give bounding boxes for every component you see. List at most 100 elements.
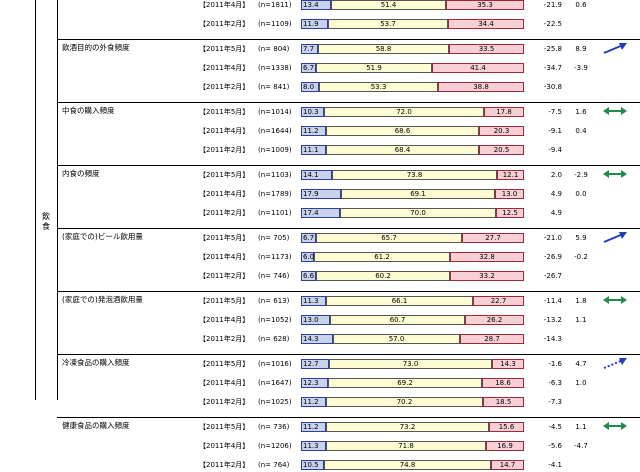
stacked-bar: 11.3 66.1 22.7 [301,296,524,306]
bar-value-label: 18.5 [495,398,512,406]
period-label: 【2011年2月】 [199,398,250,406]
bar-value-label: 10.5 [303,461,319,469]
bar-value-label: 11.2 [303,398,319,406]
stacked-bar: 17.4 70.0 12.5 [301,208,524,218]
chart-row: 【2011年4月】 (n=1206) 11.3 71.8 16.9 -5.6 -4.7 [0,440,640,453]
sample-size-label: (n= 628) [258,335,290,343]
chart-row: 【2011年4月】 (n=1647) 12.3 69.2 18.6 -6.3 1.0 [0,377,640,390]
stacked-bar: 11.2 68.6 20.3 [301,126,524,136]
bar-value-label: 11.2 [303,127,319,135]
bar-value-label: 11.3 [303,297,319,305]
chart-row: 【2011年5月】 (n= 613) 11.3 66.1 22.7 -11.4 1.8 [0,295,640,308]
bar-segment-a [301,378,328,388]
bar-value-label: 16.9 [497,442,513,450]
chart-row: 【2011年4月】 (n=1811) 13.4 51.4 35.3 -21.9 0.6 [0,0,640,12]
bar-value-label: 20.3 [493,127,510,135]
sample-size-label: (n= 705) [258,234,290,242]
stacked-bar: 13.0 60.7 26.2 [301,315,524,325]
bar-value-label: 17.8 [496,108,512,116]
group-column-border [57,0,58,400]
change-value: -3.9 [574,64,588,72]
bar-value-label: 28.7 [484,335,500,343]
sample-size-label: (n= 764) [258,461,290,469]
bar-segment-b [318,44,449,54]
trend-flat-arrow-icon [603,107,627,115]
change-value: -0.2 [574,253,588,261]
bar-segment-b [328,378,482,388]
diff-value: -21.9 [543,1,562,9]
sample-size-label: (n= 746) [258,272,290,280]
period-label: 【2011年4月】 [199,64,250,72]
chart-row: 【2011年5月】 (n=1016) 12.7 73.0 14.3 -1.6 4.7 [0,358,640,371]
stacked-bar: 11.2 70.2 18.5 [301,397,524,407]
period-label: 【2011年5月】 [199,423,250,431]
bar-segment-a [301,208,340,218]
bar-value-label: 60.2 [375,272,391,280]
bar-segment-c [496,208,524,218]
chart-row: 【2011年5月】 (n= 804) 7.7 58.8 33.5 -25.8 8.9 [0,43,640,56]
bar-segment-c [448,19,524,29]
bar-segment-a [301,44,318,54]
chart-row: 【2011年5月】 (n=1014) 10.3 72.0 17.8 -7.5 1.6 [0,106,640,119]
bar-value-label: 68.4 [394,146,411,154]
trend-up-arrow-icon [603,232,627,243]
stacked-bar: 8.0 53.3 38.8 [301,82,524,92]
bar-value-label: 14.7 [499,461,516,469]
diff-value: -25.8 [543,45,562,53]
sample-size-label: (n=1789) [258,190,292,198]
side-label-char: 食 [42,222,50,231]
category-title: (家庭での)ビール飲用量 [62,232,143,241]
category-title: 内食の頻度 [62,169,100,178]
stacked-bar: 11.3 71.8 16.9 [301,441,524,451]
bar-value-label: 12.1 [502,171,519,179]
trend-flat-arrow-icon [603,170,627,178]
bar-segment-b [328,19,448,29]
change-value: -2.9 [574,171,588,179]
bar-value-label: 17.4 [303,209,319,217]
bar-value-label: 27.7 [485,234,501,242]
stacked-bar: 10.3 72.0 17.8 [301,107,524,117]
bar-value-label: 22.7 [490,297,507,305]
bar-segment-a [301,315,330,325]
period-label: 【2011年2月】 [199,83,250,91]
bar-segment-a [301,189,341,199]
chart-row: 【2011年5月】 (n= 705) 6.7 65.7 27.7 -21.0 5.9 [0,232,640,245]
bar-value-label: 70.2 [396,398,413,406]
stacked-bar: 6.0 61.2 32.8 [301,252,524,262]
period-label: 【2011年4月】 [199,316,250,324]
chart-row: 【2011年2月】 (n=1101) 17.4 70.0 12.5 4.9 [0,207,640,220]
bar-segment-a [301,359,329,369]
bar-segment-a [301,126,326,136]
bar-segment-a [301,0,331,10]
sample-size-label: (n=1647) [258,379,292,387]
stacked-bar: 11.1 68.4 20.5 [301,145,524,155]
stacked-bar: 14.1 73.8 12.1 [301,170,524,180]
change-value: 1.1 [575,423,587,431]
diff-value: -14.3 [543,335,562,343]
bar-segment-c [473,296,524,306]
bar-segment-c [432,63,524,73]
stacked-bar: 6.7 65.7 27.7 [301,233,524,243]
group-divider [57,354,640,355]
period-label: 【2011年4月】 [199,253,250,261]
bar-value-label: 69.1 [410,190,426,198]
chart-row: 【2011年2月】 (n=1025) 11.2 70.2 18.5 -7.3 [0,396,640,409]
bar-segment-b [316,271,450,281]
bar-segment-c [450,252,524,262]
diff-value: -30.8 [543,83,562,91]
period-label: 【2011年2月】 [199,272,250,280]
bar-value-label: 73.8 [406,171,423,179]
bar-segment-a [301,233,316,243]
sample-size-label: (n= 804) [258,45,290,53]
bar-segment-c [462,233,524,243]
stacked-bar: 13.4 51.4 35.3 [301,0,524,10]
bar-segment-a [301,252,314,262]
bar-segment-b [326,296,473,306]
period-label: 【2011年5月】 [199,171,250,179]
diff-value: -34.7 [543,64,562,72]
bar-value-label: 38.8 [473,83,489,91]
bar-value-label: 6.0 [303,253,315,261]
diff-value: -7.5 [548,108,562,116]
bar-segment-c [460,334,524,344]
